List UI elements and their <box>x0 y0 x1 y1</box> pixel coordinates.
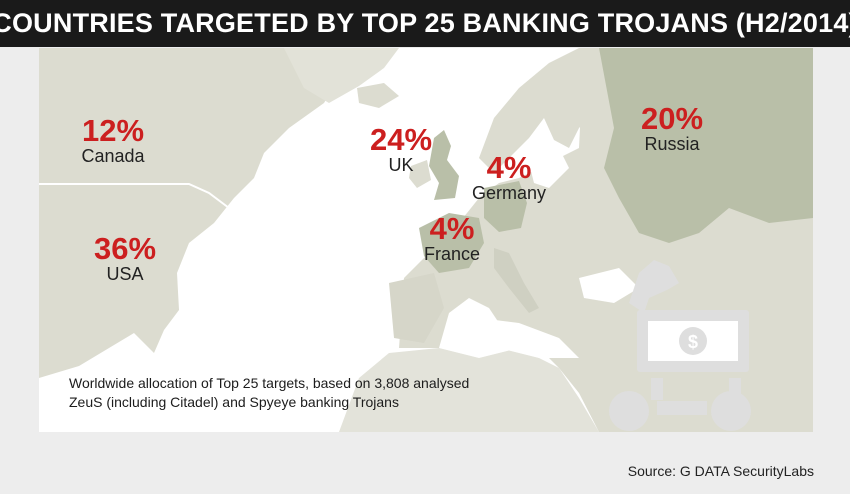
world-map: $ <box>39 48 813 432</box>
canada-name: Canada <box>81 146 145 166</box>
france-name: France <box>423 244 481 264</box>
germany-land <box>484 181 527 232</box>
germany-percent: 4% <box>486 150 532 185</box>
uk-percent: 24% <box>369 122 433 157</box>
iberia-land <box>389 273 444 343</box>
label-germany: 4% Germany <box>471 150 547 203</box>
uk-name: UK <box>388 155 414 175</box>
caption-line-1: Worldwide allocation of Top 25 targets, … <box>69 375 470 391</box>
usa-percent: 36% <box>93 231 157 266</box>
usa-name: USA <box>106 264 144 284</box>
dollar-icon: $ <box>646 319 740 363</box>
france-percent: 4% <box>429 211 475 246</box>
france-land <box>419 213 484 273</box>
canada-percent: 12% <box>81 113 145 148</box>
label-canada: 12% Canada <box>81 113 145 166</box>
svg-text:$: $ <box>688 332 698 352</box>
uk-land <box>429 130 459 200</box>
russia-percent: 20% <box>640 101 704 136</box>
infographic-title: COUNTRIES TARGETED BY TOP 25 BANKING TRO… <box>0 8 850 38</box>
ireland-land <box>409 160 431 188</box>
russia-land <box>599 48 813 243</box>
germany-name: Germany <box>471 183 547 203</box>
iceland-land <box>357 83 399 108</box>
north-america-land <box>39 48 339 378</box>
label-france: 4% France <box>423 211 481 264</box>
mediterranean-sea <box>444 318 579 358</box>
label-uk: 24% UK <box>369 122 433 175</box>
caption-line-2: ZeuS (including Citadel) and Spyeye bank… <box>69 394 399 410</box>
map-caption: Worldwide allocation of Top 25 targets, … <box>69 374 539 412</box>
baltic-sea <box>529 148 569 188</box>
italy-land <box>494 248 539 313</box>
label-russia: 20% Russia <box>640 101 704 154</box>
africa-land <box>339 348 599 432</box>
russia-name: Russia <box>644 134 700 154</box>
greenland-land <box>284 48 399 103</box>
black-sea <box>579 268 639 303</box>
source-credit: Source: G DATA SecurityLabs <box>627 463 814 479</box>
canada-usa-border <box>39 183 230 209</box>
map-panel: $ 12% Canada 36% USA 24% UK 4% Germany 4… <box>39 48 813 432</box>
label-usa: 36% USA <box>93 231 157 284</box>
title-bar: COUNTRIES TARGETED BY TOP 25 BANKING TRO… <box>0 0 850 47</box>
